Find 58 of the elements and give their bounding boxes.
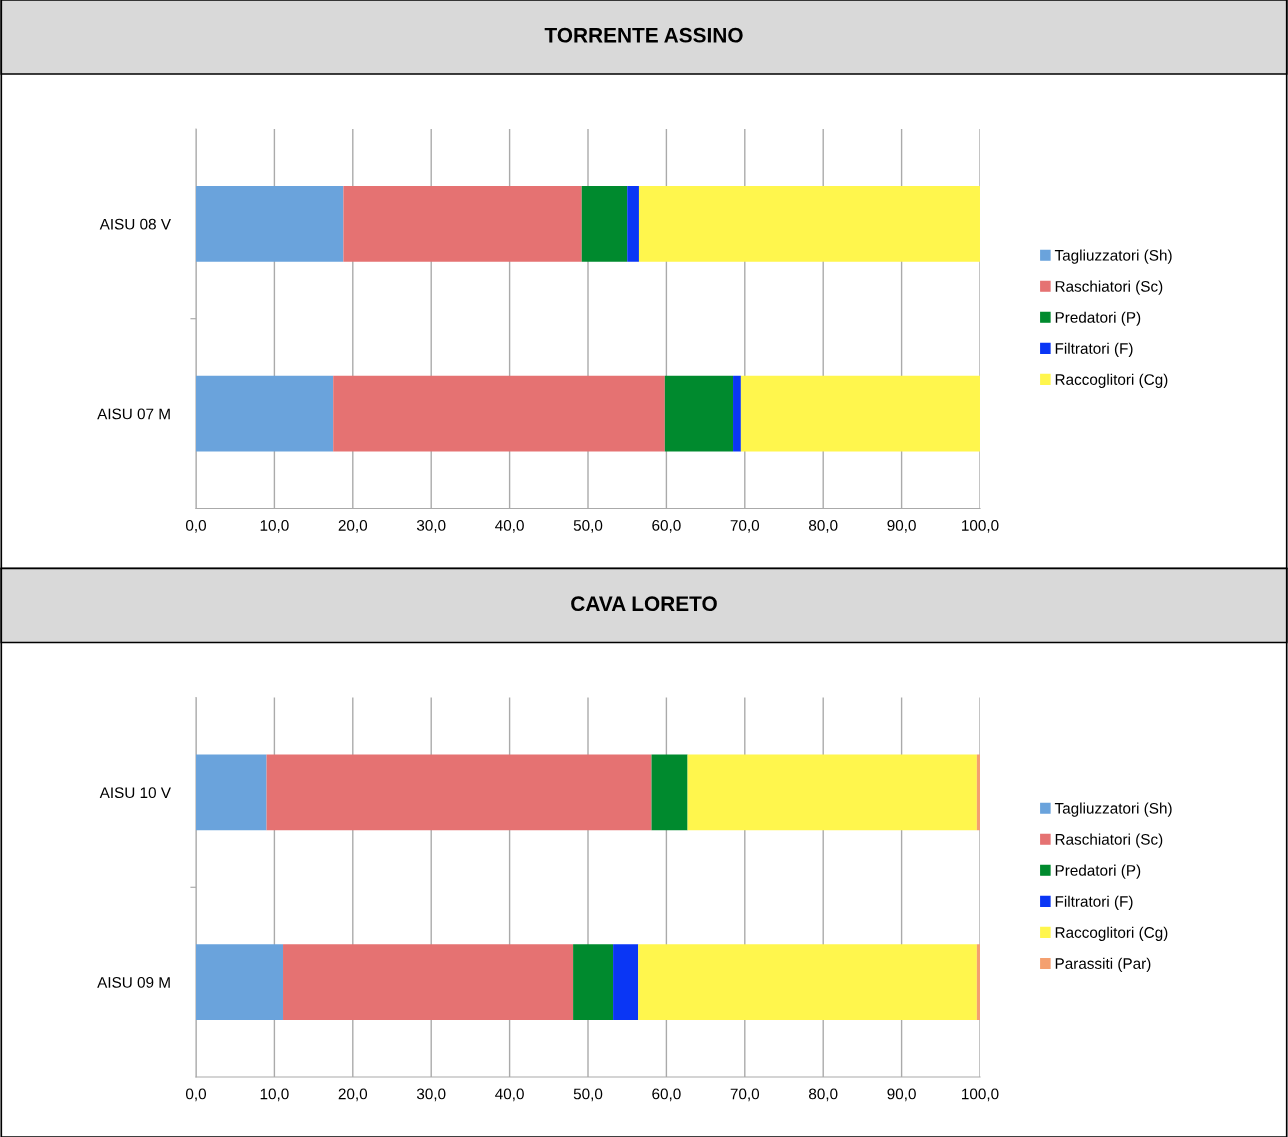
x-tick-label: 20,0	[338, 1088, 368, 1102]
bar	[638, 185, 980, 262]
x-tick-label: 20,0	[338, 520, 368, 533]
bar	[740, 375, 980, 452]
x-tick-label: 50,0	[573, 520, 603, 533]
x-tick-label: 70,0	[730, 520, 760, 533]
legend-label: Predatori (P)	[1055, 864, 1141, 879]
y-tick-label: AISU 09 M	[97, 976, 170, 988]
legend-label: Raschiatori (Sc)	[1055, 833, 1163, 848]
bar	[613, 944, 639, 1021]
x-tick-label: 30,0	[416, 1088, 446, 1102]
bar	[196, 375, 334, 452]
x-tick-label: 40,0	[495, 1088, 524, 1102]
bar	[627, 185, 639, 262]
y-tick-label: AISU 08 V	[99, 218, 171, 230]
y-tick-label: AISU 07 M	[97, 408, 170, 420]
x-tick-label: 0,0	[185, 520, 207, 533]
legend-label: Tagliuzzatori (Sh)	[1054, 802, 1172, 817]
legend-label: Raccoglitori (Cg)	[1055, 373, 1168, 388]
x-tick-label: 60,0	[652, 520, 681, 533]
bar	[581, 185, 628, 262]
bar	[266, 754, 652, 831]
legend-label: Raccoglitori (Cg)	[1055, 926, 1168, 941]
bar	[333, 375, 665, 452]
bar	[196, 754, 267, 831]
bar	[638, 944, 977, 1021]
x-tick-label: 90,0	[887, 1088, 916, 1102]
legend-label: Filtratori (F)	[1055, 895, 1133, 910]
bar	[343, 185, 582, 262]
x-tick-label: 90,0	[887, 520, 916, 533]
y-tick-label: AISU 10 V	[99, 787, 171, 799]
x-tick-label: 80,0	[809, 520, 838, 533]
x-tick-label: 100,0	[962, 1088, 999, 1102]
x-tick-label: 40,0	[495, 520, 524, 533]
legend-label: Raschiatori (Sc)	[1055, 280, 1163, 295]
legend-label: Predatori (P)	[1055, 311, 1141, 326]
x-tick-label: 10,0	[260, 1088, 289, 1102]
x-tick-label: 70,0	[730, 1088, 760, 1102]
bar	[651, 754, 688, 831]
x-tick-label: 50,0	[573, 1088, 603, 1102]
legend-label: Tagliuzzatori (Sh)	[1054, 249, 1172, 264]
legend-label: Parassiti (Par)	[1055, 957, 1151, 972]
x-tick-label: 30,0	[416, 520, 446, 533]
bar	[196, 185, 344, 262]
x-tick-label: 100,0	[962, 520, 999, 533]
x-tick-label: 80,0	[809, 1088, 838, 1102]
chart-title: CAVA LORETO	[571, 596, 717, 612]
x-tick-label: 10,0	[260, 520, 289, 533]
bar	[196, 944, 284, 1021]
bar	[733, 375, 741, 452]
bar	[283, 944, 574, 1021]
x-tick-label: 60,0	[652, 1088, 681, 1102]
legend-label: Filtratori (F)	[1055, 342, 1133, 357]
bar	[687, 754, 977, 831]
chart-title: TORRENTE ASSINO	[544, 27, 743, 43]
bar	[573, 944, 614, 1021]
bar	[664, 375, 734, 452]
x-tick-label: 0,0	[185, 1088, 207, 1102]
